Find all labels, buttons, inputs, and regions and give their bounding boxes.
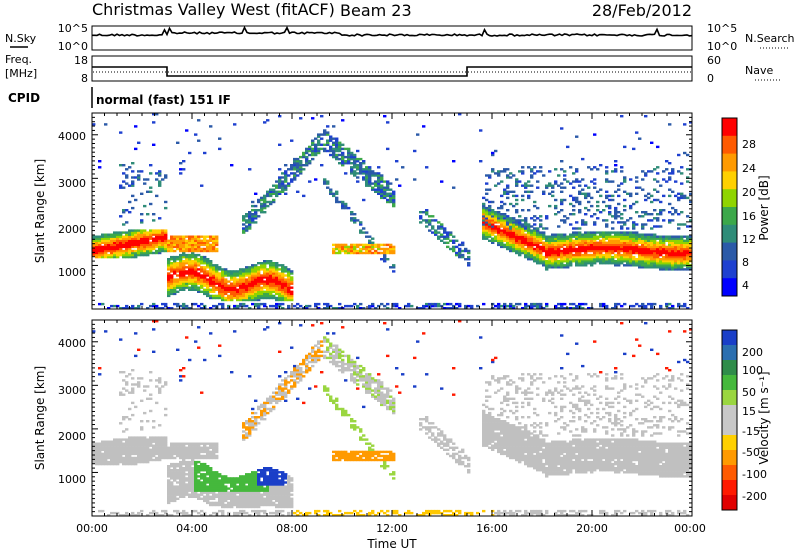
freq-unit-label: [MHz] <box>5 67 37 80</box>
power-ytick-2000: 2000 <box>58 223 86 236</box>
colorbar-tick: 12 <box>742 233 756 246</box>
nsky-tick-high: 10^5 <box>58 22 88 35</box>
power-panel: Slant Range [km] 4000 3000 2000 1000 282… <box>33 112 771 310</box>
nsky-series <box>92 25 693 37</box>
power-heatmap <box>92 113 692 309</box>
colorbar-tick: -15 <box>742 425 760 438</box>
nsearch-tick-low: 10^0 <box>707 40 737 53</box>
colorbar-tick: -200 <box>742 490 767 503</box>
station-title: Christmas Valley West (fitACF) <box>92 0 335 19</box>
colorbar-tick: 8 <box>742 256 749 269</box>
power-ylabel: Slant Range [km] <box>33 159 47 263</box>
nsky-panel: N.Sky 10^5 10^0 10^5 10^0 N.Search <box>5 22 795 53</box>
xtick-0800: 08:00 <box>276 522 308 535</box>
colorbar-tick: 20 <box>742 186 756 199</box>
date-label: 28/Feb/2012 <box>592 1 692 20</box>
colorbar-tick: 24 <box>742 162 756 175</box>
colorbar-tick: 200 <box>742 346 763 359</box>
vel-ytick-2000: 2000 <box>58 430 86 443</box>
colorbar-tick: -100 <box>742 468 767 481</box>
power-ytick-1000: 1000 <box>58 266 86 279</box>
xtick-0400: 04:00 <box>176 522 208 535</box>
xtick-2000: 20:00 <box>576 522 608 535</box>
colorbar-tick: 100 <box>742 364 763 377</box>
xtick-1200: 12:00 <box>376 522 408 535</box>
colorbar-tick: 4 <box>742 279 749 292</box>
velocity-heatmap <box>92 320 692 516</box>
xtick-2400: 00:00 <box>674 522 706 535</box>
power-colorbar: 28 24 20 16 12 8 4 <box>721 117 756 297</box>
velocity-ylabel: Slant Range [km] <box>33 366 47 470</box>
velocity-panel: Slant Range [km] 4000 3000 2000 1000 200… <box>33 319 771 517</box>
xtick-0000: 00:00 <box>76 522 108 535</box>
nave-tick-low: 0 <box>707 72 714 85</box>
vel-ytick-4000: 4000 <box>58 337 86 350</box>
nsky-tick-low: 10^0 <box>58 40 88 53</box>
nsky-label: N.Sky <box>5 32 37 45</box>
vel-ytick-3000: 3000 <box>58 384 86 397</box>
colorbar-tick: 15 <box>742 405 756 418</box>
freq-tick-low: 8 <box>81 72 88 85</box>
freq-tick-high: 18 <box>74 54 88 67</box>
freq-panel: Freq. [MHz] 18 8 60 0 Nave <box>5 53 780 85</box>
xtick-1600: 16:00 <box>476 522 508 535</box>
power-ytick-4000: 4000 <box>58 130 86 143</box>
nave-tick-high: 60 <box>707 54 721 67</box>
nsearch-label: N.Search <box>745 32 795 45</box>
colorbar-tick: 28 <box>742 138 756 151</box>
frequency-series <box>92 66 692 77</box>
velocity-colorbar-title: Velocity [m s⁻¹] <box>757 371 771 464</box>
vel-ytick-1000: 1000 <box>58 473 86 486</box>
xaxis-label: Time UT <box>366 537 417 551</box>
colorbar-tick: 50 <box>742 386 756 399</box>
velocity-colorbar: 200 100 50 15 -15 -50 -100 -200 <box>721 329 767 511</box>
colorbar-tick: 16 <box>742 210 756 223</box>
beam-label: Beam 23 <box>340 1 412 20</box>
power-colorbar-title: Power [dB] <box>757 175 771 240</box>
colorbar-tick: -50 <box>742 446 760 459</box>
power-ytick-3000: 3000 <box>58 177 86 190</box>
cpid-mode: normal (fast) 151 IF <box>96 93 231 107</box>
nave-label: Nave <box>745 64 773 77</box>
nsearch-tick-high: 10^5 <box>707 22 737 35</box>
freq-label: Freq. <box>5 53 32 66</box>
cpid-label: CPID <box>8 91 40 105</box>
